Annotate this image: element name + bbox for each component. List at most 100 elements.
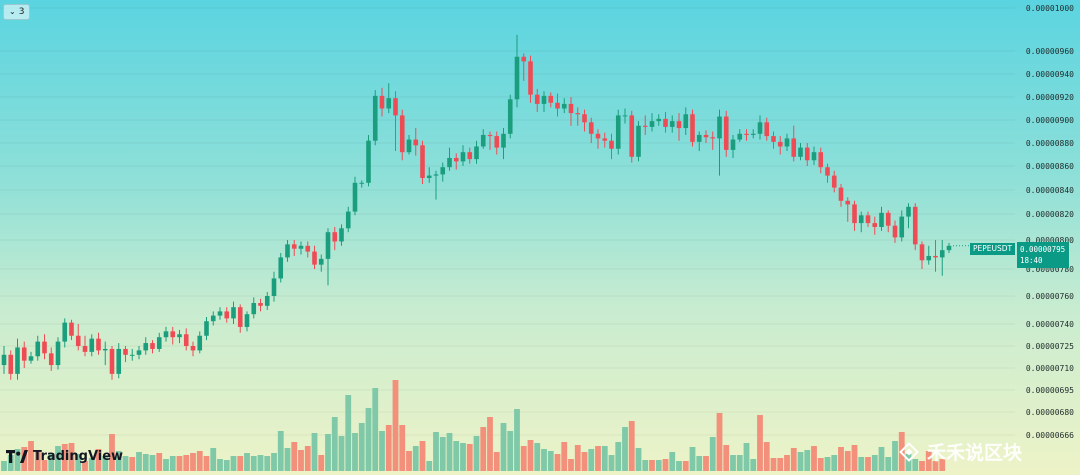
volume-bar	[372, 388, 379, 471]
candle-body	[291, 244, 297, 249]
volume-bar	[750, 459, 757, 471]
candle-body	[298, 245, 304, 249]
candle-body	[818, 152, 824, 168]
candle-body	[777, 141, 783, 147]
volume-bar	[345, 395, 352, 471]
candle-body	[703, 134, 709, 138]
volume-bar	[635, 448, 642, 471]
volume-bar	[149, 455, 156, 471]
watermark: 禾禾说区块	[897, 438, 1022, 465]
candle-body	[406, 139, 412, 153]
candle-body	[791, 138, 797, 157]
candle-body	[831, 175, 837, 188]
volume-bar	[196, 451, 203, 471]
candle-body	[379, 95, 385, 109]
candle-body	[75, 335, 81, 346]
candle-body	[609, 140, 614, 149]
volume-bar	[520, 446, 527, 471]
candle-body	[656, 118, 662, 122]
candle-body	[926, 255, 932, 261]
volume-bar	[642, 460, 649, 471]
price-tick-label: 0.00000920	[1026, 93, 1074, 102]
candle-body	[210, 315, 216, 322]
candle-body	[48, 353, 54, 366]
candle-body	[197, 335, 203, 351]
candle-body	[615, 115, 621, 149]
candle-body	[224, 311, 230, 319]
volume-bar	[257, 455, 264, 471]
candle-body	[514, 56, 520, 100]
volume-bar	[75, 454, 82, 471]
volume-bar	[473, 436, 480, 471]
candle-body	[285, 244, 290, 258]
volume-bar	[338, 436, 345, 471]
volume-bar	[763, 442, 770, 471]
volume-bar	[790, 448, 797, 471]
volume-bar	[88, 458, 95, 471]
candle-body	[204, 321, 209, 336]
candle-body	[359, 182, 365, 184]
volume-bar	[277, 431, 284, 471]
volume-bar	[622, 427, 628, 471]
volume-bar	[433, 432, 439, 471]
candle-body	[426, 175, 432, 178]
volume-bar	[885, 457, 892, 471]
volume-bar	[912, 459, 919, 471]
volume-bar	[487, 417, 493, 471]
volume-bar	[156, 453, 163, 471]
candle-body	[163, 331, 169, 338]
candle-body	[102, 348, 108, 351]
volume-bar	[804, 450, 811, 471]
volume-bar	[595, 446, 601, 471]
candle-body	[55, 341, 61, 366]
candle-body	[663, 118, 668, 127]
tradingview-logo[interactable]: TradingView	[6, 449, 123, 464]
volume-bar	[507, 431, 514, 471]
candle-body	[764, 122, 770, 137]
volume-bar	[709, 437, 716, 471]
candle-body	[325, 232, 331, 259]
candle-body	[480, 134, 486, 147]
volume-bar	[703, 456, 709, 471]
volume-bar	[730, 455, 736, 471]
last-price-value: 0.00000795	[1020, 245, 1066, 254]
volume-bar	[271, 453, 277, 471]
volume-bar	[203, 456, 210, 471]
volume-bar	[871, 455, 878, 471]
volume-bar	[466, 444, 473, 471]
volume-bar	[399, 425, 406, 471]
candle-body	[28, 356, 34, 361]
candle-body	[501, 133, 506, 148]
candle-body	[649, 121, 655, 127]
interval-selector[interactable]: ⌄ 3	[3, 4, 31, 20]
volume-bar	[460, 443, 466, 471]
candle-body	[156, 337, 162, 349]
volume-bar	[406, 451, 412, 471]
volume-bar	[446, 433, 453, 471]
volume-bar	[574, 445, 581, 471]
price-axis[interactable]: 0.00001000 0.00000960 0.00000940 0.00000920…	[1026, 4, 1074, 440]
price-tick-label: 0.00000780	[1026, 265, 1074, 274]
volume-bar	[588, 449, 595, 471]
volume-bar	[541, 449, 547, 471]
candle-body	[318, 258, 324, 265]
volume-bar	[770, 458, 777, 471]
volume-bar	[230, 456, 237, 471]
volume-bar	[41, 460, 48, 471]
candle-body	[669, 121, 675, 127]
candle-body	[804, 147, 810, 161]
candle-body	[440, 167, 446, 175]
volume-bar	[547, 451, 554, 471]
candle-body	[885, 212, 891, 226]
candle-body	[825, 167, 830, 176]
volume-bar	[237, 456, 244, 471]
candle-body	[258, 303, 263, 306]
volume-bar	[136, 452, 142, 471]
candle-body	[271, 278, 277, 296]
candle-body	[447, 157, 452, 168]
candle-body	[305, 245, 311, 252]
candle-body	[413, 139, 419, 146]
candle-body	[541, 95, 547, 104]
